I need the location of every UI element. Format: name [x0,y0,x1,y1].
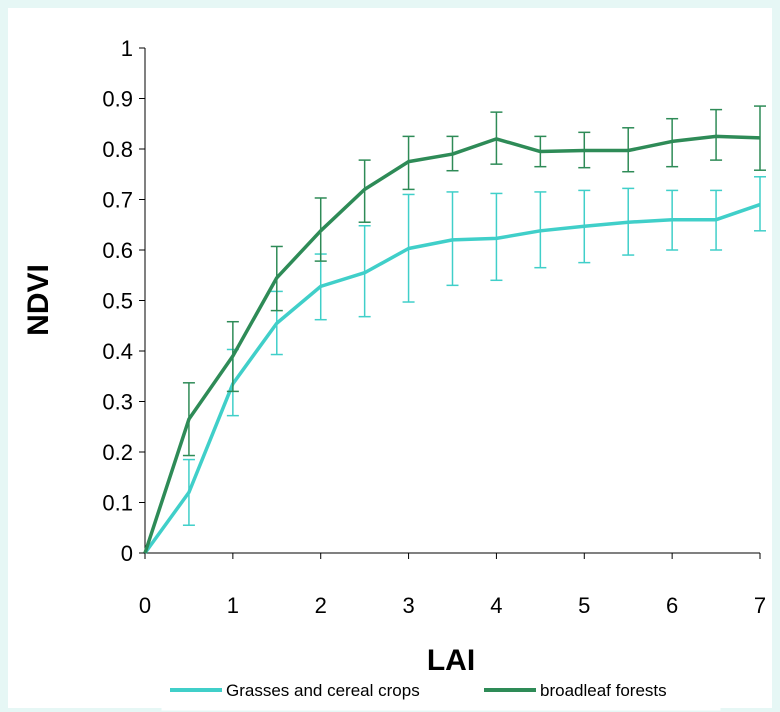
legend-label-grasses: Grasses and cereal crops [226,681,420,700]
x-tick-label: 6 [666,593,678,618]
x-tick-label: 7 [754,593,766,618]
x-tick-label: 0 [139,593,151,618]
y-tick-label: 0.3 [102,390,133,415]
y-tick-label: 0.2 [102,440,133,465]
y-tick-label: 0.5 [102,289,133,314]
x-tick-label: 1 [227,593,239,618]
series-layer [143,105,766,555]
y-tick-label: 0 [121,541,133,566]
y-tick-label: 0.9 [102,87,133,112]
legend: Grasses and cereal crops broadleaf fores… [161,673,721,711]
series-1 [143,105,766,554]
legend-label-broadleaf: broadleaf forests [540,681,667,700]
x-tick-label: 2 [315,593,327,618]
x-tick-label: 4 [490,593,502,618]
series-line [143,202,761,555]
legend-box [161,673,721,711]
y-tick-label: 0.4 [102,339,133,364]
series-line [143,134,761,554]
y-tick-label: 0.1 [102,491,133,516]
y-tick-label: 1 [121,36,133,61]
x-tick-label: 3 [402,593,414,618]
x-axis-title: LAI [427,644,475,677]
axes: 0 0.1 0.2 0.3 0.4 0.5 0.6 0.7 0.8 0.9 1 0 1 2 3 4 5 6 7 [102,36,766,618]
series-0 [143,176,766,555]
y-axis-title: NDVI [22,264,55,336]
chart-panel [8,8,772,708]
y-tick-label: 0.8 [102,137,133,162]
y-tick-label: 0.6 [102,238,133,263]
y-tick-label: 0.7 [102,188,133,213]
x-tick-label: 5 [578,593,590,618]
